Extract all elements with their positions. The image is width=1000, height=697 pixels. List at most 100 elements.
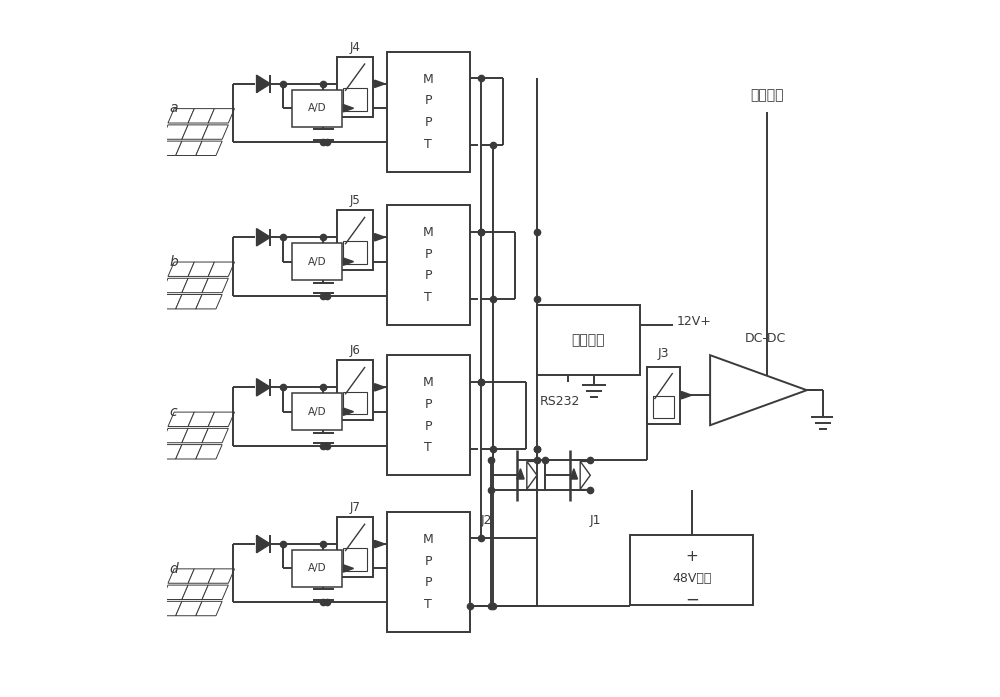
- Polygon shape: [188, 412, 214, 427]
- Polygon shape: [208, 569, 235, 583]
- Polygon shape: [156, 602, 182, 615]
- Polygon shape: [176, 141, 202, 155]
- Polygon shape: [168, 412, 194, 427]
- Bar: [387, 355, 470, 475]
- Bar: [343, 88, 367, 111]
- Text: d: d: [170, 562, 179, 576]
- Text: P: P: [425, 94, 432, 107]
- Text: +: +: [685, 549, 698, 564]
- Polygon shape: [343, 258, 354, 266]
- Polygon shape: [182, 429, 208, 443]
- Polygon shape: [196, 295, 222, 309]
- Text: c: c: [170, 405, 177, 419]
- Polygon shape: [176, 295, 202, 309]
- Text: b: b: [170, 255, 179, 269]
- Polygon shape: [182, 125, 208, 139]
- Polygon shape: [176, 602, 202, 615]
- Polygon shape: [202, 429, 228, 443]
- Polygon shape: [208, 109, 235, 123]
- Bar: [343, 392, 367, 414]
- Polygon shape: [182, 278, 208, 293]
- Bar: [387, 205, 470, 325]
- Polygon shape: [202, 125, 228, 139]
- Polygon shape: [168, 262, 194, 277]
- Text: J4: J4: [349, 41, 360, 54]
- Text: 到充电机: 到充电机: [750, 88, 784, 102]
- Polygon shape: [196, 445, 222, 459]
- Bar: [337, 57, 373, 117]
- Text: P: P: [425, 555, 432, 567]
- Text: T: T: [424, 291, 432, 304]
- Text: J5: J5: [350, 194, 360, 207]
- Polygon shape: [710, 355, 807, 425]
- Text: 显示系统: 显示系统: [572, 333, 605, 347]
- Bar: [292, 243, 342, 280]
- Polygon shape: [343, 408, 354, 415]
- Text: A/D: A/D: [308, 103, 326, 113]
- Polygon shape: [196, 602, 222, 615]
- Text: J3: J3: [658, 347, 669, 360]
- Polygon shape: [156, 295, 182, 309]
- Bar: [337, 210, 373, 270]
- Text: A/D: A/D: [308, 406, 326, 417]
- Bar: [653, 397, 674, 418]
- Polygon shape: [517, 469, 524, 479]
- Polygon shape: [188, 262, 214, 277]
- Polygon shape: [681, 392, 692, 399]
- Polygon shape: [375, 233, 385, 241]
- Polygon shape: [182, 585, 208, 599]
- Polygon shape: [202, 278, 228, 293]
- Text: P: P: [425, 398, 432, 411]
- Polygon shape: [257, 535, 270, 553]
- Polygon shape: [188, 569, 214, 583]
- Bar: [630, 535, 753, 605]
- Text: 48V电池: 48V电池: [672, 572, 711, 585]
- Text: A/D: A/D: [308, 256, 326, 267]
- Polygon shape: [176, 445, 202, 459]
- Text: −: −: [685, 590, 699, 608]
- Text: M: M: [423, 227, 434, 239]
- Text: M: M: [423, 72, 434, 86]
- Polygon shape: [168, 569, 194, 583]
- Polygon shape: [202, 585, 228, 599]
- Bar: [343, 549, 367, 571]
- Polygon shape: [188, 109, 214, 123]
- Polygon shape: [162, 125, 188, 139]
- Polygon shape: [156, 141, 182, 155]
- Bar: [292, 393, 342, 430]
- Bar: [387, 52, 470, 171]
- Text: A/D: A/D: [308, 563, 326, 574]
- Polygon shape: [580, 461, 590, 489]
- Bar: [387, 512, 470, 632]
- Polygon shape: [196, 141, 222, 155]
- Text: RS232: RS232: [540, 395, 580, 408]
- Text: J7: J7: [349, 501, 360, 514]
- Polygon shape: [375, 383, 385, 391]
- Text: J6: J6: [349, 344, 360, 358]
- Polygon shape: [162, 278, 188, 293]
- Polygon shape: [375, 80, 385, 88]
- Polygon shape: [257, 378, 270, 396]
- Text: P: P: [425, 116, 432, 129]
- Text: M: M: [423, 376, 434, 390]
- Text: T: T: [424, 598, 432, 611]
- Polygon shape: [527, 461, 537, 489]
- Text: J2: J2: [481, 514, 492, 528]
- Bar: [337, 360, 373, 420]
- Polygon shape: [156, 445, 182, 459]
- Polygon shape: [343, 105, 354, 112]
- Polygon shape: [208, 262, 235, 277]
- Polygon shape: [162, 585, 188, 599]
- Bar: [343, 241, 367, 264]
- Polygon shape: [257, 229, 270, 246]
- Text: 12V+: 12V+: [677, 315, 712, 328]
- Polygon shape: [168, 109, 194, 123]
- Polygon shape: [375, 540, 385, 548]
- Text: J1: J1: [590, 514, 601, 528]
- Text: DC-DC: DC-DC: [745, 332, 786, 345]
- Text: a: a: [170, 101, 178, 116]
- Bar: [537, 305, 640, 375]
- Text: P: P: [425, 248, 432, 261]
- Text: P: P: [425, 270, 432, 282]
- Bar: [337, 517, 373, 577]
